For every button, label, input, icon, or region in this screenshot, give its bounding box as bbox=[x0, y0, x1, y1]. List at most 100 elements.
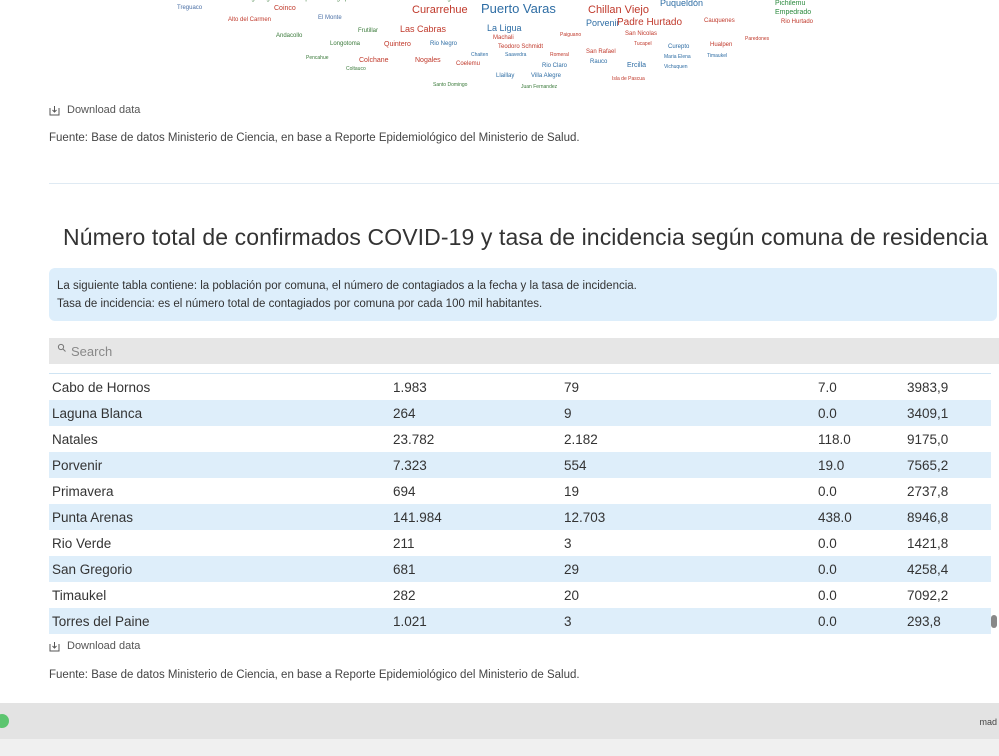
table-row: Porvenir 7.323 554 19.0 7565,2 bbox=[49, 452, 991, 478]
table-cell: 211 bbox=[393, 535, 415, 551]
table-cell: 438.0 bbox=[818, 509, 852, 525]
table-cell: Cabo de Hornos bbox=[52, 379, 151, 395]
word-cloud-item: Nogales bbox=[415, 57, 441, 64]
word-cloud-item: Coelemu bbox=[456, 61, 481, 67]
word-cloud-item: San Nicolas bbox=[625, 31, 658, 37]
table-row: Natales 23.782 2.182 118.0 9175,0 bbox=[49, 426, 991, 452]
footer-strip bbox=[0, 739, 999, 756]
table-cell: 293,8 bbox=[907, 613, 941, 629]
table-cell: 282 bbox=[393, 587, 416, 603]
table-cell: Laguna Blanca bbox=[52, 405, 143, 421]
table-cell: Torres del Paine bbox=[52, 613, 150, 629]
table-cell: Rio Verde bbox=[52, 535, 112, 551]
source-note: Fuente: Base de datos Ministerio de Cien… bbox=[49, 132, 580, 144]
table-cell: 2.182 bbox=[564, 431, 598, 447]
word-cloud-item: Treguaco bbox=[177, 5, 203, 11]
table-cell: 7092,2 bbox=[907, 587, 949, 603]
word-cloud-item: Tucapel bbox=[634, 41, 652, 47]
footer-bar: mad bbox=[0, 703, 999, 739]
word-cloud-item: Timaukel bbox=[707, 53, 728, 59]
table-cell: 0.0 bbox=[818, 405, 837, 421]
table-cell: Natales bbox=[52, 431, 98, 447]
word-cloud-item: Hualpen bbox=[710, 42, 733, 48]
word-cloud-item: Longotoma bbox=[330, 41, 361, 47]
table-row: Laguna Blanca 264 9 0.0 3409,1 bbox=[49, 400, 991, 426]
table-row: Timaukel 282 20 0.0 7092,2 bbox=[49, 582, 991, 608]
table-row: Rio Verde 211 3 0.0 1421,8 bbox=[49, 530, 991, 556]
word-cloud-item: Las Cabras bbox=[400, 24, 447, 34]
comunas-table: Cabo de Hornos 1.983 79 7.0 3983,9 Laguna Bla… bbox=[49, 373, 991, 634]
table-cell: 23.782 bbox=[393, 431, 435, 447]
table-row: San Gregorio 681 29 0.0 4258,4 bbox=[49, 556, 991, 582]
word-cloud-item: Romeral bbox=[550, 52, 569, 58]
section-divider bbox=[49, 183, 999, 184]
table-cell: 0.0 bbox=[818, 587, 837, 603]
table-cell: Porvenir bbox=[52, 457, 103, 473]
word-cloud-item: Rio Hurtado bbox=[781, 19, 814, 25]
download-data-link-2[interactable]: Download data bbox=[49, 640, 140, 652]
table-cell: 3409,1 bbox=[907, 405, 949, 421]
word-cloud-item: Chaiten bbox=[471, 52, 489, 58]
table-cell: 694 bbox=[393, 483, 416, 499]
table-cell: 19 bbox=[564, 483, 580, 499]
table-body: Cabo de Hornos 1.983 79 7.0 3983,9 Laguna Bla… bbox=[49, 374, 991, 634]
table-cell: 3 bbox=[564, 535, 572, 551]
word-cloud-item: San Rafael bbox=[586, 49, 616, 55]
word-cloud-item: Llaillay bbox=[496, 73, 515, 79]
word-cloud-item: Carahue bbox=[378, 0, 401, 2]
download-data-link[interactable]: Download data bbox=[49, 104, 140, 116]
status-dot-icon bbox=[0, 714, 9, 728]
word-cloud-item: Paiguano bbox=[560, 32, 582, 38]
word-cloud-item: Teodoro Schmidt bbox=[498, 44, 544, 50]
word-cloud-item: Tiltil bbox=[196, 0, 206, 2]
word-cloud-item: Rauco bbox=[590, 59, 608, 65]
word-cloud-item: Curepto bbox=[668, 44, 690, 50]
table-scrollbar[interactable] bbox=[991, 615, 997, 628]
table-cell: 79 bbox=[564, 379, 580, 395]
word-cloud-item: Isla de Pascua bbox=[612, 76, 645, 82]
word-cloud-item: Porvenir bbox=[586, 18, 620, 28]
table-cell: 9 bbox=[564, 405, 572, 421]
section-title: Número total de confirmados COVID-19 y t… bbox=[63, 224, 989, 250]
word-cloud-item: Pichilemu bbox=[775, 0, 806, 7]
table-cell: 3983,9 bbox=[907, 379, 949, 395]
table-cell: 4258,4 bbox=[907, 561, 949, 577]
table-cell: 2737,8 bbox=[907, 483, 949, 499]
word-cloud-item: Machali bbox=[493, 35, 514, 41]
table-cell: 8946,8 bbox=[907, 509, 949, 525]
word-cloud-item: Rio Negro bbox=[430, 41, 458, 47]
word-cloud-item: Coltauco bbox=[346, 66, 366, 72]
info-box: La siguiente tabla contiene: la població… bbox=[49, 268, 997, 321]
word-cloud-item: Saavedra bbox=[505, 52, 527, 58]
word-cloud-item: Paredones bbox=[745, 36, 770, 42]
table-cell: 20 bbox=[564, 587, 580, 603]
table-cell: 19.0 bbox=[818, 457, 845, 473]
table-cell: 0.0 bbox=[818, 535, 837, 551]
word-cloud-item: Villa Alegre bbox=[531, 73, 561, 79]
word-cloud-item: Ercilla bbox=[627, 62, 647, 69]
download-data-label: Download data bbox=[67, 104, 141, 116]
source-note-2: Fuente: Base de datos Ministerio de Cien… bbox=[49, 669, 580, 681]
word-cloud-item: Taguataguá bbox=[245, 0, 276, 2]
table-row: Punta Arenas 141.984 12.703 438.0 8946,8 bbox=[49, 504, 991, 530]
table-cell: 0.0 bbox=[818, 561, 837, 577]
table-search-field[interactable]: Search bbox=[49, 338, 999, 364]
word-cloud-item: Juan Fernandez bbox=[521, 84, 558, 90]
table-row: Torres del Paine 1.021 3 0.0 293,8 bbox=[49, 608, 991, 634]
word-cloud-item: Hualqui bbox=[291, 0, 311, 2]
word-cloud-item: Toconce bbox=[176, 0, 198, 2]
table-cell: 29 bbox=[564, 561, 580, 577]
word-cloud-item: Colchane bbox=[359, 57, 389, 64]
table-cell: 7.323 bbox=[393, 457, 427, 473]
search-input[interactable]: Search bbox=[71, 343, 113, 359]
table-cell: Timaukel bbox=[52, 587, 107, 603]
search-icon bbox=[57, 343, 66, 352]
word-cloud-item: Maria Elena bbox=[664, 54, 691, 60]
table-cell: Punta Arenas bbox=[52, 509, 134, 525]
word-cloud-item: Empedrado bbox=[775, 9, 812, 16]
word-cloud-item: Curarrehue bbox=[412, 4, 468, 16]
table-cell: 12.703 bbox=[564, 509, 606, 525]
table-cell: 9175,0 bbox=[907, 431, 949, 447]
word-cloud-item: Vichuquen bbox=[664, 64, 688, 70]
table-cell: 1421,8 bbox=[907, 535, 949, 551]
